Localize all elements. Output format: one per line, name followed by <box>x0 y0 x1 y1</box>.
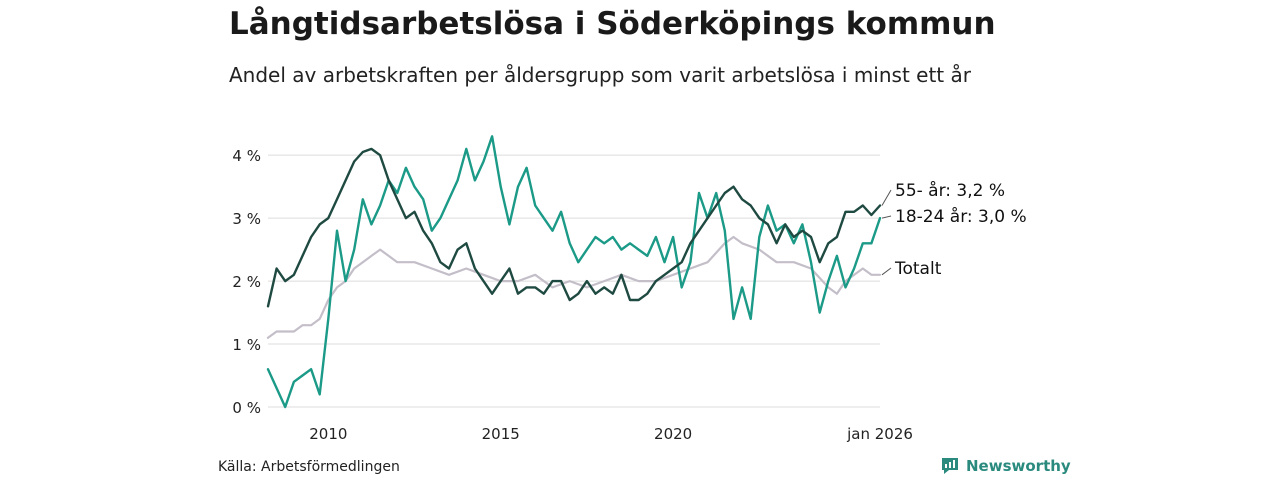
end-label: 18-24 år: 3,0 % <box>895 206 1027 227</box>
series-line-totalt <box>266 235 882 339</box>
brand-logo[interactable]: Newsworthy <box>940 456 1071 476</box>
axis-layer: 0 % 1 % 2 % 3 % 4 % 2010 2015 2020 jan 2026 <box>232 147 912 443</box>
series-line-18-24-r <box>266 135 882 409</box>
source-note: Källa: Arbetsförmedlingen <box>218 459 400 475</box>
x-tick-label: 2015 <box>482 425 520 443</box>
y-tick-label: 4 % <box>232 147 261 165</box>
end-label: 55- år: 3,2 % <box>895 180 1005 201</box>
label-layer: Totalt 18-24 år: 3,0 % 55- år: 3,2 % <box>881 180 1027 279</box>
y-tick-label: 1 % <box>232 336 261 354</box>
series-line-55-r <box>266 147 882 308</box>
brand-name: Newsworthy <box>966 457 1071 475</box>
series-layer <box>266 135 882 409</box>
x-tick-label: jan 2026 <box>846 425 913 443</box>
newsworthy-logo-icon <box>942 458 958 474</box>
end-label-leader <box>881 215 892 219</box>
grid-layer <box>268 154 880 408</box>
end-label-leader <box>881 189 892 206</box>
y-tick-label: 3 % <box>232 210 261 228</box>
y-tick-label: 2 % <box>232 273 261 291</box>
end-label: Totalt <box>894 259 942 279</box>
end-label-leader <box>881 267 892 276</box>
y-tick-label: 0 % <box>232 399 261 417</box>
x-tick-label: 2020 <box>654 425 692 443</box>
chart-title: Långtidsarbetslösa i Söderköpings kommun <box>229 6 996 42</box>
x-tick-label: 2010 <box>309 425 347 443</box>
chart-subtitle: Andel av arbetskraften per åldersgrupp s… <box>229 63 971 87</box>
